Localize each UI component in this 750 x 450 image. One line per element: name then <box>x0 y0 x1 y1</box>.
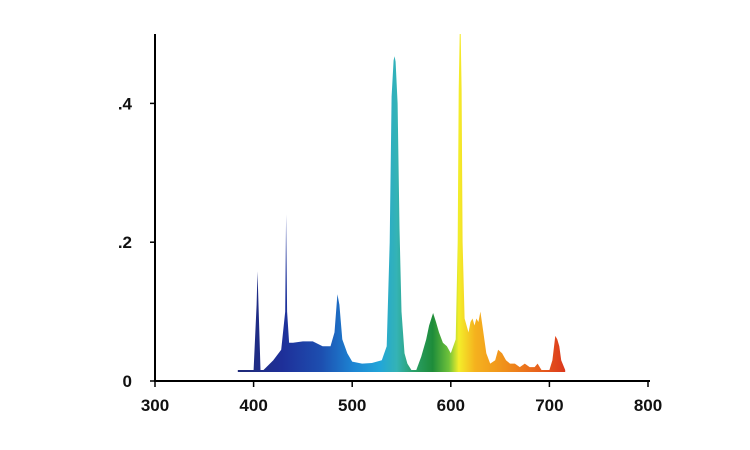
series-layer <box>238 34 565 372</box>
x-tick-label: 600 <box>437 396 465 415</box>
x-tick-label: 700 <box>535 396 563 415</box>
y-tick-label: 0 <box>123 372 132 391</box>
y-axis-ticks: 0 .2 .4 <box>118 94 155 391</box>
x-tick-label: 400 <box>239 396 267 415</box>
x-axis-ticks: 300 400 500 600 700 800 <box>141 381 662 415</box>
y-tick-label: .4 <box>118 94 133 113</box>
spectrum-series-area <box>238 34 565 372</box>
x-tick-label: 500 <box>338 396 366 415</box>
x-tick-label: 800 <box>634 396 662 415</box>
plot-area: 300 400 500 600 700 800 0 .2 .4 <box>118 34 662 415</box>
y-tick-label: .2 <box>118 233 132 252</box>
x-tick-label: 300 <box>141 396 169 415</box>
